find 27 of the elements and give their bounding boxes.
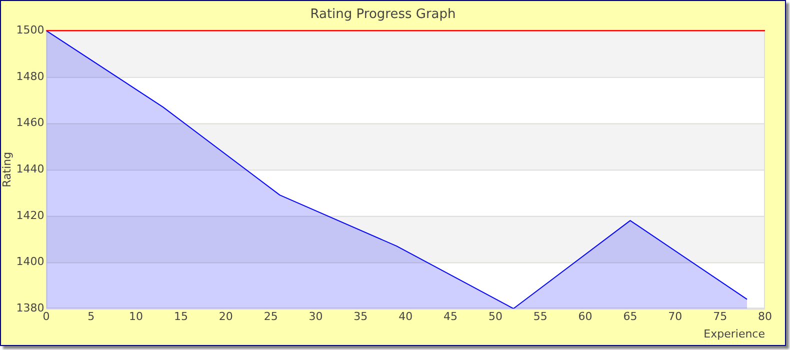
x-tick-label: 5	[88, 310, 95, 324]
x-axis-title: Experience	[704, 327, 766, 340]
x-tick-label: 20	[218, 310, 233, 324]
x-tick-label: 45	[444, 310, 458, 324]
chart-title: Rating Progress Graph	[310, 7, 456, 22]
y-tick-label: 1380	[16, 301, 44, 314]
y-tick-label: 1500	[16, 23, 44, 36]
x-tick-label: 40	[398, 310, 413, 324]
x-tick-label: 0	[42, 310, 50, 324]
x-tick-label: 15	[174, 310, 188, 324]
y-tick-label: 1420	[16, 208, 44, 222]
y-tick-label: 1440	[16, 162, 44, 176]
x-tick-label: 70	[668, 310, 682, 324]
x-tick-label: 80	[758, 310, 772, 324]
y-tick-label: 1460	[16, 116, 44, 130]
y-tick-label: 1400	[16, 255, 44, 268]
x-tick-label: 30	[308, 310, 323, 324]
x-tick-label: 35	[354, 310, 368, 324]
y-axis-title: Rating	[0, 152, 14, 188]
x-tick-label: 25	[264, 310, 278, 324]
x-tick-label: 75	[713, 310, 728, 324]
y-tick-label: 1480	[16, 70, 44, 83]
x-tick-label: 10	[129, 310, 144, 324]
x-tick-label: 60	[578, 310, 592, 324]
x-tick-label: 65	[623, 310, 638, 324]
x-tick-label: 55	[533, 310, 548, 324]
x-tick-label: 50	[488, 310, 502, 324]
